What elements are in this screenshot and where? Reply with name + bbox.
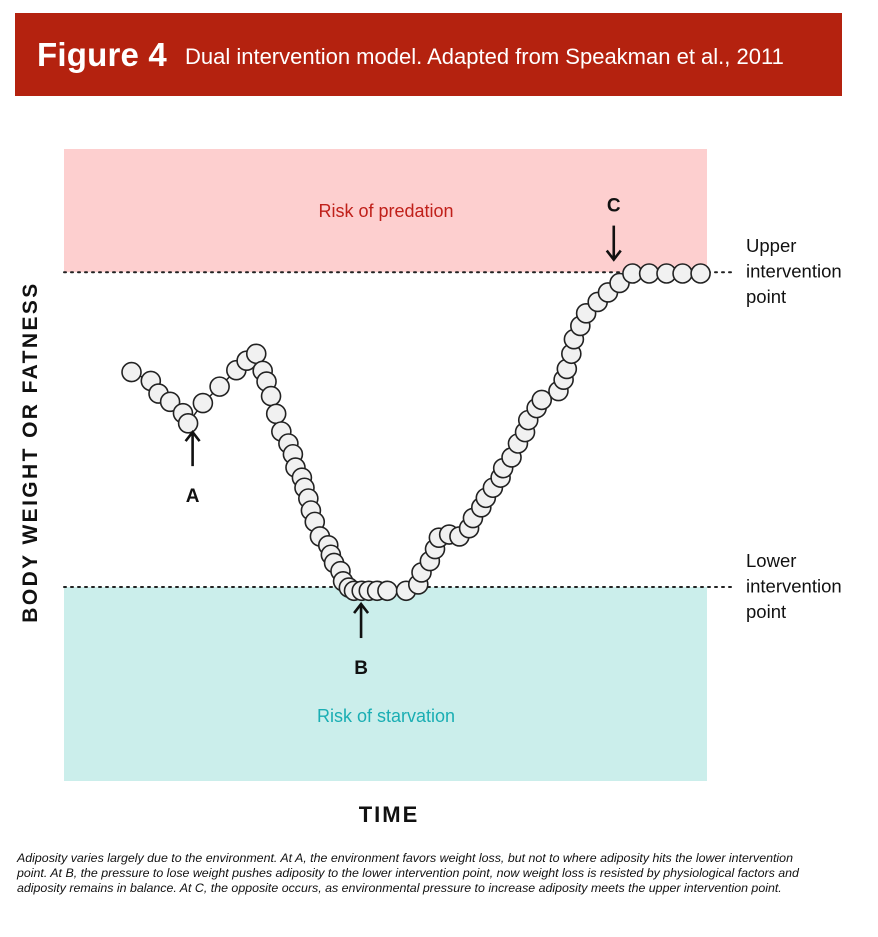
- adiposity-data-point: [192, 392, 214, 414]
- adiposity-data-point: [209, 376, 230, 397]
- adiposity-data-point: [159, 391, 181, 413]
- zone-label-risk-of-starvation: Risk of starvation: [317, 706, 455, 726]
- adiposity-data-point: [531, 389, 553, 411]
- zone-label-risk-of-predation: Risk of predation: [318, 201, 453, 221]
- adiposity-data-point: [377, 580, 398, 602]
- adiposity-data-point: [638, 263, 660, 284]
- figure-title: Dual intervention model. Adapted from Sp…: [184, 43, 784, 69]
- upper-intervention-label-line: intervention: [746, 261, 842, 282]
- lower-intervention-label-line: point: [746, 601, 786, 622]
- arrow-b-head: [353, 601, 370, 614]
- figure-banner: Figure 4 Dual intervention model. Adapte…: [15, 13, 842, 96]
- upper-intervention-label-line: Upper: [746, 235, 796, 256]
- zone-risk-of-predation: [64, 149, 707, 273]
- lower-intervention-label-line: intervention: [746, 575, 842, 596]
- upper-intervention-label-line: point: [746, 286, 786, 307]
- adiposity-series-line: [131, 272, 701, 592]
- annotation-b-label: B: [354, 658, 368, 679]
- y-axis-label: BODY WEIGHT OR FATNESS: [19, 281, 42, 622]
- x-axis-label: TIME: [359, 802, 420, 827]
- adiposity-data-point: [265, 403, 287, 425]
- lower-intervention-label-line: Lower: [746, 550, 796, 571]
- adiposity-data-point: [690, 263, 711, 284]
- arrow-c-head: [605, 249, 622, 262]
- annotation-a-label: A: [186, 486, 200, 507]
- adiposity-data-point: [121, 361, 142, 383]
- adiposity-data-point: [260, 385, 282, 407]
- adiposity-data-point: [245, 343, 267, 365]
- adiposity-data-point: [177, 412, 199, 434]
- adiposity-data-point: [672, 263, 693, 284]
- annotation-c-label: C: [607, 196, 621, 217]
- dual-intervention-chart: Risk of predation Risk of starvation Upper…: [19, 149, 842, 827]
- zone-risk-of-starvation: [64, 586, 707, 781]
- figure-number: Figure 4: [37, 35, 167, 73]
- arrow-a-head: [184, 430, 201, 442]
- figure-caption: Adiposity varies largely due to the envi…: [17, 851, 799, 896]
